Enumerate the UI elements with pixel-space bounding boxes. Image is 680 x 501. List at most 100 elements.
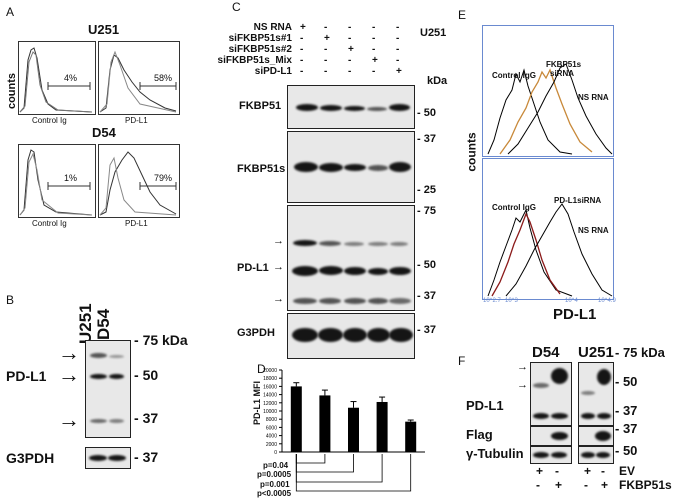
f-condition-sign: + [555,478,563,492]
c-condition-sign: - [324,44,328,55]
c-condition-sign: - [348,55,352,66]
c-g3pdh-label: G3PDH [237,327,275,339]
c-condition-sign: - [348,22,352,33]
f-condition-label: EV [619,464,636,478]
c-condition-sign: - [396,44,400,55]
hist-d54-pdl1 [98,144,180,218]
c-condition-sign: - [396,33,400,44]
hist-e-top [482,25,614,157]
xlabel-d54-control: Control Ig [32,219,67,228]
c-condition-sign: - [348,66,352,77]
panel-f-label: F [458,354,466,368]
arrow-icon: → [58,407,80,432]
c-fkbp51s-label: FKBP51s [237,163,286,175]
c-condition-label: siFKBP51s#2 [228,44,292,55]
e-bottom-ns-label: NS RNA [578,226,609,235]
arrow-icon: → [58,340,80,365]
f-condition-sign: + [536,464,544,478]
f-marker: - 37 [615,403,638,418]
f-marker: - 75 kDa [615,345,665,360]
d-y-tick-label: 0 [274,450,277,456]
d-pvalue: p=0.0005 [257,470,292,479]
c-condition-label: siFKBP51s_Mix [217,55,292,66]
hist-d54-control [18,144,96,218]
d-y-tick-label: 18000 [263,376,277,382]
c-marker-50-b: - 50 [417,259,436,271]
d-bar [290,386,302,452]
c-condition-sign: - [372,44,376,55]
c-pdl1-label: PD-L1 [237,262,269,274]
d-y-tick-label: 6000 [266,425,277,431]
panel-d-label: D [257,362,266,376]
e-top-control-label: Control IgG [492,71,536,80]
d-y-tick-label: 14000 [263,393,277,399]
blot-b-g3pdh [85,447,131,469]
blot-f-pdl1 [530,362,572,426]
c-condition-sign: - [348,33,352,44]
xlabel-u251-pdl1: PD-L1 [125,116,148,125]
c-marker-37-b: - 37 [417,290,436,302]
c-condition-sign: - [396,22,400,33]
arrow-icon: → [517,361,528,373]
panel-a-d54-label: D54 [92,125,116,140]
blot-f-tubulin [530,446,572,464]
d-pvalue: p=0.001 [260,480,290,489]
arrow-icon: → [517,379,528,391]
b-marker-75: - 75 kDa [134,332,188,348]
f-condition-sign: + [601,478,609,492]
panel-e-label: E [458,8,467,22]
c-condition-sign: - [396,55,400,66]
blot-c-g3pdh [287,313,415,359]
xlabel-u251-control: Control Ig [32,116,67,125]
f-condition-label: FKBP51s [619,478,672,492]
c-marker-25: - 25 [417,184,436,196]
c-condition-sign: + [324,33,330,44]
d-y-tick-label: 2000 [266,442,277,448]
e-xtick: 10^4 [565,298,578,304]
d-y-tick-label: 16000 [263,384,277,390]
b-marker-g3pdh-37: - 37 [134,449,159,465]
c-condition-sign: - [300,55,304,66]
c-condition-sign: - [324,66,328,77]
c-condition-sign: + [372,55,378,66]
d-y-tick-label: 4000 [266,434,277,440]
pct-d54-control: 1% [64,173,78,183]
e-bottom-pdl1-label: PD-L1siRNA [554,196,602,205]
panel-a-u251-label: U251 [88,22,120,37]
e-xtick: 10^3 [505,298,518,304]
d-pvalue: p<0.0005 [257,489,292,498]
blot-f-flag-u251 [578,426,614,446]
blot-f-pdl1-u251 [578,362,614,426]
e-top-ns-label: NS RNA [578,93,609,102]
arrow-icon: → [58,362,80,387]
blot-c-fkbp51 [287,85,415,129]
pct-u251-pdl1: 58% [154,73,173,83]
c-condition-sign: - [372,66,376,77]
f-condition-sign: - [555,464,559,478]
c-condition-sign: - [324,55,328,66]
c-fkbp51-label: FKBP51 [239,100,282,112]
xlabel-d54-pdl1: PD-L1 [125,219,148,228]
e-bottom-control-label: Control IgG [492,203,536,212]
hist-u251-control [18,41,96,115]
e-xtick: 10^4.9 [598,298,616,304]
d-y-tick-label: 10000 [263,409,277,415]
f-condition-sign: + [584,464,592,478]
c-condition-sign: - [300,44,304,55]
d-pvalue: p=0.04 [263,461,289,470]
c-condition-sign: + [348,44,354,55]
f-pdl1-label: PD-L1 [466,398,504,413]
f-condition-sign: - [601,464,605,478]
f-lane-d54: D54 [532,344,560,361]
e-xtick: 10^2.7 [483,298,501,304]
c-condition-sign: + [300,22,306,33]
c-cell-label: U251 [420,27,447,39]
pct-u251-control: 4% [64,73,78,83]
panel-b-label: B [6,293,15,307]
f-marker: - 50 [615,374,638,389]
c-condition-sign: - [300,66,304,77]
arrow-icon: → [273,261,284,273]
arrow-icon: → [273,293,284,305]
